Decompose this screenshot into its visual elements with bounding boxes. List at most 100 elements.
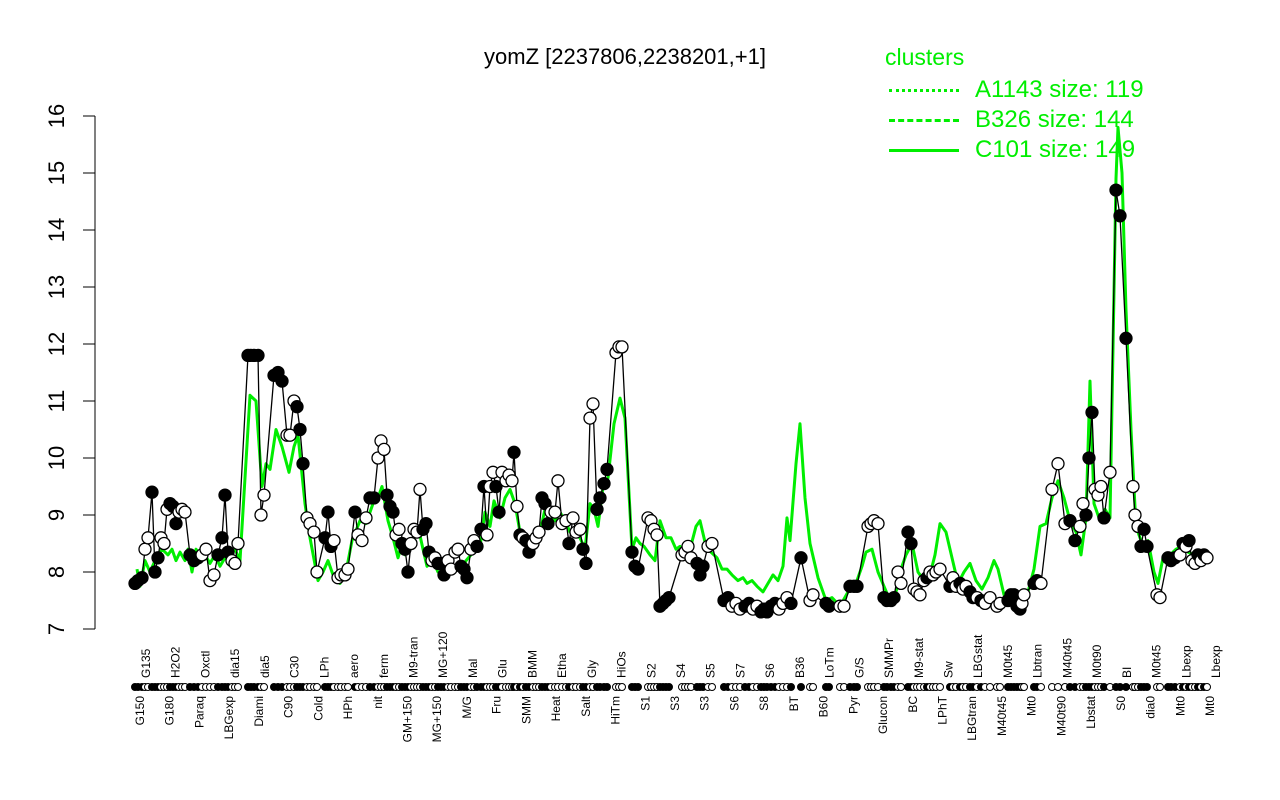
data-points (128, 183, 1214, 619)
svg-text:LPh: LPh (317, 657, 331, 678)
svg-text:Pyr: Pyr (846, 696, 860, 714)
svg-text:LBGexp: LBGexp (222, 696, 236, 740)
svg-text:Lbstat: Lbstat (1084, 695, 1098, 728)
svg-text:B60: B60 (817, 696, 831, 718)
svg-text:SMMPr: SMMPr (882, 638, 896, 678)
cluster-profile-line (135, 125, 1211, 608)
svg-text:M40t45: M40t45 (995, 696, 1009, 736)
svg-text:Fru: Fru (490, 696, 504, 714)
svg-text:Mt0: Mt0 (1025, 696, 1039, 716)
svg-text:Lbexp: Lbexp (1209, 645, 1223, 678)
svg-text:G/S: G/S (852, 657, 866, 678)
svg-text:S6: S6 (763, 663, 777, 678)
svg-text:SMM: SMM (519, 696, 533, 724)
svg-text:HiTm: HiTm (609, 696, 623, 725)
svg-text:Etha: Etha (555, 653, 569, 678)
svg-text:G150: G150 (133, 696, 147, 726)
svg-text:Gly: Gly (585, 660, 599, 678)
svg-text:S1: S1 (638, 696, 652, 711)
svg-text:M/G: M/G (460, 696, 474, 719)
svg-text:M9-tran: M9-tran (407, 637, 421, 678)
svg-text:M9-stat: M9-stat (912, 637, 926, 678)
y-axis: 7 8 9 10 11 12 13 14 15 16 (44, 104, 96, 635)
legend-entry-b326: B326 size: 144 (885, 105, 1144, 135)
legend-entry-a1143: A1143 size: 119 (885, 75, 1144, 105)
svg-text:S0: S0 (1114, 696, 1128, 711)
svg-text:M0t45: M0t45 (1001, 644, 1015, 678)
svg-text:9: 9 (44, 509, 69, 521)
svg-text:Paraq: Paraq (192, 696, 206, 728)
legend: clusters A1143 size: 119 B326 size: 144 … (885, 44, 1144, 165)
svg-text:S7: S7 (733, 663, 747, 678)
svg-text:Lbexp: Lbexp (1179, 645, 1193, 678)
svg-text:Diami: Diami (252, 696, 266, 727)
svg-text:LoTm: LoTm (823, 647, 837, 678)
svg-text:Heat: Heat (549, 695, 563, 721)
svg-text:15: 15 (44, 161, 69, 185)
svg-text:Sw: Sw (942, 661, 956, 678)
svg-text:LBGstat: LBGstat (971, 634, 985, 678)
svg-text:dia15: dia15 (228, 648, 242, 678)
svg-text:BMM: BMM (525, 650, 539, 678)
svg-text:Mt0: Mt0 (1203, 696, 1217, 716)
svg-text:14: 14 (44, 218, 69, 242)
svg-text:13: 13 (44, 275, 69, 299)
svg-text:S8: S8 (757, 696, 771, 711)
svg-text:M40t90: M40t90 (1054, 696, 1068, 736)
svg-text:12: 12 (44, 332, 69, 356)
svg-text:dia0: dia0 (1144, 696, 1158, 719)
svg-text:C30: C30 (288, 656, 302, 678)
svg-text:LBGtran: LBGtran (965, 696, 979, 741)
svg-text:S3: S3 (698, 696, 712, 711)
svg-text:HPh: HPh (341, 696, 355, 719)
svg-text:Mal: Mal (466, 659, 480, 678)
svg-text:G180: G180 (163, 696, 177, 726)
svg-text:S4: S4 (674, 663, 688, 678)
svg-text:ferm: ferm (377, 654, 391, 678)
svg-text:HiOs: HiOs (615, 651, 629, 678)
svg-text:MG+120: MG+120 (436, 631, 450, 678)
legend-label: C101 size: 149 (975, 136, 1136, 163)
svg-text:G135: G135 (139, 648, 153, 678)
svg-text:S3: S3 (668, 696, 682, 711)
svg-text:M0t45: M0t45 (1150, 644, 1164, 678)
svg-text:nit: nit (371, 695, 385, 708)
svg-text:Glucon: Glucon (876, 696, 890, 734)
legend-label: B326 size: 144 (975, 106, 1134, 133)
x-tick-labels: G135 H2O2 Oxctl dia15 dia5 C30 LPh aero ferm M9-t… (133, 631, 1223, 742)
svg-text:M0t90: M0t90 (1090, 644, 1104, 678)
svg-text:Mt0: Mt0 (1173, 696, 1187, 716)
svg-text:Salt: Salt (579, 695, 593, 716)
legend-title: clusters (885, 44, 965, 70)
svg-text:C90: C90 (282, 696, 296, 718)
svg-text:LPhT: LPhT (936, 695, 950, 724)
svg-text:B36: B36 (793, 656, 807, 678)
legend-label: A1143 size: 119 (975, 76, 1144, 103)
svg-text:BC: BC (906, 696, 920, 713)
svg-text:S6: S6 (727, 696, 741, 711)
svg-text:GM+150: GM+150 (401, 696, 415, 743)
svg-text:dia5: dia5 (258, 655, 272, 678)
svg-text:aero: aero (347, 654, 361, 678)
svg-text:H2O2: H2O2 (169, 646, 183, 678)
chart-title: yomZ [2237806,2238201,+1] (484, 44, 766, 69)
svg-text:Oxctl: Oxctl (198, 651, 212, 678)
svg-text:S2: S2 (644, 663, 658, 678)
svg-text:11: 11 (44, 390, 69, 413)
solid-line-icon (889, 148, 959, 152)
x-rug-marks (131, 683, 1211, 691)
svg-text:M40t45: M40t45 (1060, 638, 1074, 678)
svg-text:Glu: Glu (496, 659, 510, 678)
svg-text:MG+150: MG+150 (430, 696, 444, 743)
svg-text:16: 16 (44, 104, 69, 128)
legend-entry-c101: C101 size: 149 (885, 135, 1144, 165)
svg-text:BI: BI (1120, 667, 1134, 678)
svg-text:7: 7 (44, 623, 69, 635)
svg-text:8: 8 (44, 566, 69, 578)
dashed-line-icon (889, 118, 959, 122)
svg-text:10: 10 (44, 446, 69, 470)
svg-text:Cold: Cold (311, 696, 325, 721)
svg-text:S5: S5 (704, 663, 718, 678)
svg-text:Lbtran: Lbtran (1031, 644, 1045, 678)
